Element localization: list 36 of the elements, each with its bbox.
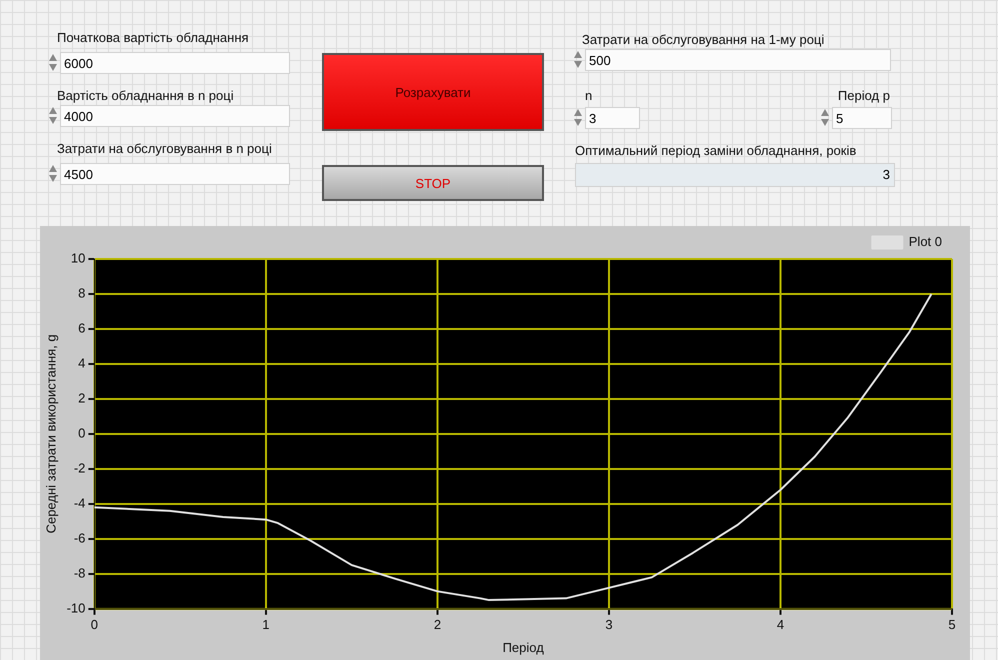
x-tick-label: 0 bbox=[90, 617, 98, 632]
x-tick-label: 1 bbox=[262, 617, 270, 632]
text: STOP bbox=[322, 165, 544, 201]
y-tick-label: -10 bbox=[66, 600, 86, 616]
text: 5 bbox=[832, 107, 892, 129]
text: 4000 bbox=[60, 105, 290, 127]
text: Затрати на обслуговування на 1-му році bbox=[582, 32, 824, 47]
x-axis-title: Період bbox=[502, 640, 544, 655]
y-tick-label: -6 bbox=[74, 530, 86, 546]
x-tick-label: 2 bbox=[434, 617, 442, 632]
y-tick-label: -8 bbox=[74, 565, 86, 580]
text: Вартість обладнання в n році bbox=[57, 88, 234, 103]
text: 3 bbox=[585, 107, 640, 129]
y-axis-title: Середні затрати використання, g bbox=[43, 334, 58, 534]
y-tick-label: 6 bbox=[78, 320, 86, 336]
y-tick-label: -4 bbox=[74, 495, 86, 510]
y-tick-label: 0 bbox=[78, 425, 86, 440]
text: Початкова вартість обладнання bbox=[57, 30, 249, 45]
legend-label: Plot 0 bbox=[908, 234, 942, 250]
y-tick-label: -2 bbox=[74, 460, 86, 476]
x-tick-label: 5 bbox=[948, 617, 956, 632]
y-tick-label: 2 bbox=[78, 390, 86, 406]
text: Затрати на обслуговування в n році bbox=[57, 141, 272, 156]
text: Оптимальний період заміни обладнання, років bbox=[575, 143, 856, 158]
x-tick-label: 4 bbox=[776, 617, 784, 632]
y-tick-label: 8 bbox=[78, 286, 86, 301]
text: 4500 bbox=[60, 163, 290, 185]
text: n bbox=[585, 88, 592, 103]
text: Розрахувати bbox=[322, 53, 544, 131]
text: Період р bbox=[838, 88, 890, 103]
text: 6000 bbox=[60, 52, 290, 74]
x-tick-label: 3 bbox=[605, 617, 613, 632]
text: 500 bbox=[585, 49, 891, 71]
text: 3 bbox=[575, 163, 895, 187]
y-tick-label: 10 bbox=[70, 250, 86, 266]
y-tick-label: 4 bbox=[78, 356, 86, 371]
